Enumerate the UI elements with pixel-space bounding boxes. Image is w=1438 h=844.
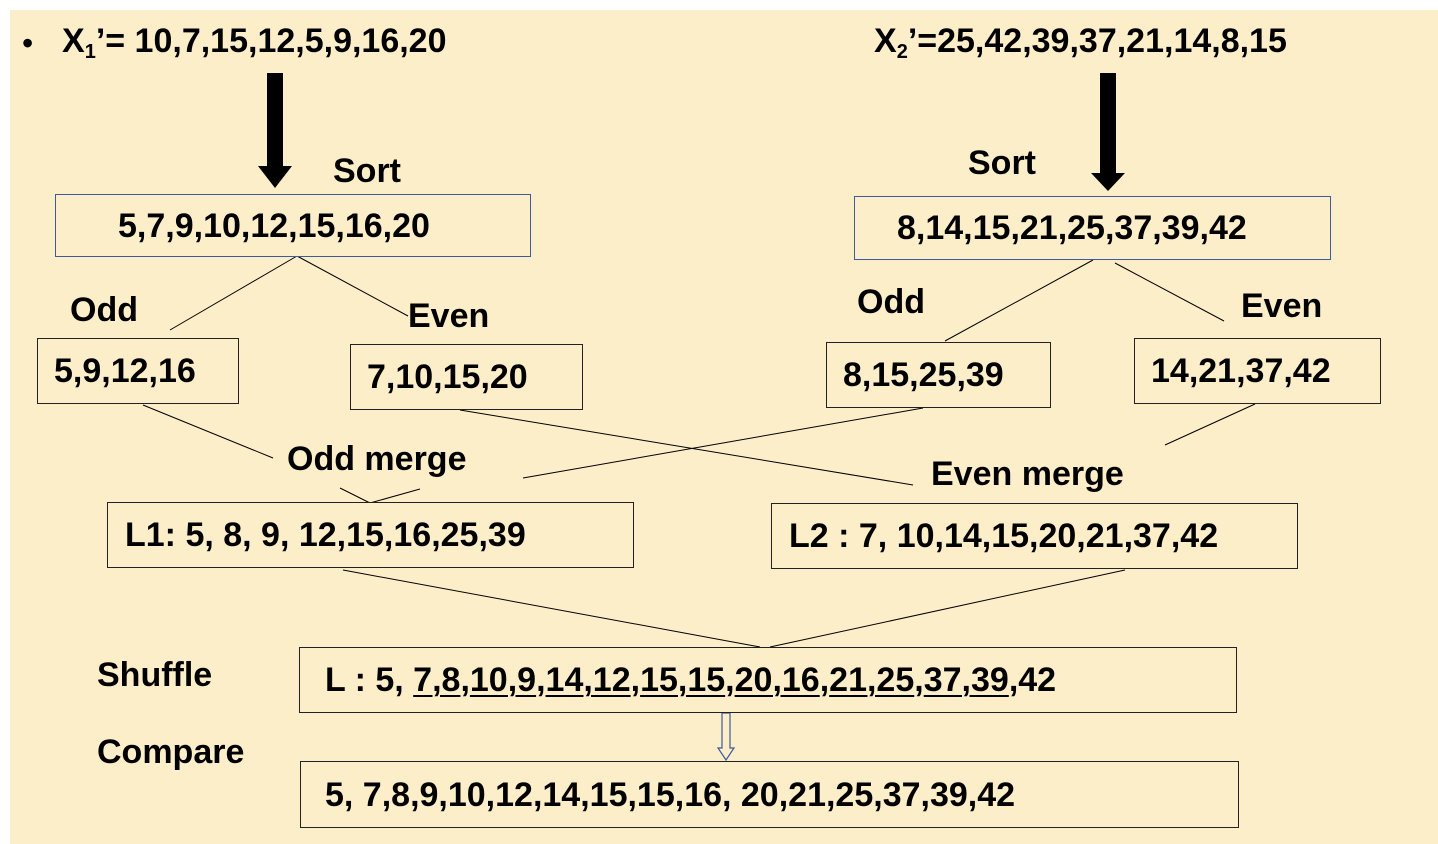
line-odd-merge-to-l1: [339, 487, 371, 504]
sorted-box-right: 8,14,15,21,25,37,39,42: [854, 196, 1331, 260]
line-l1-to-shuffle: [342, 569, 761, 648]
odd-label-right: Odd: [857, 283, 925, 321]
compare-label: Compare: [97, 733, 245, 771]
split-line-left-even: [296, 255, 409, 317]
sort-arrow-left: [258, 73, 292, 188]
shuffle-pair: 7,8: [413, 661, 461, 699]
sorted-box-left: 5,7,9,10,12,15,16,20: [55, 194, 531, 257]
shuffle-pair: 15,15: [640, 661, 726, 699]
even-box-left: 7,10,15,20: [350, 344, 583, 410]
l1-box: L1: 5, 8, 9, 12,15,16,25,39: [107, 502, 634, 568]
x2-sequence: X2’=25,42,39,37,21,14,8,15: [874, 22, 1287, 63]
l2-box: L2 : 7, 10,14,15,20,21,37,42: [771, 503, 1298, 569]
shuffle-pair: 14,12: [545, 661, 631, 699]
line-even-right-to-merge: [1164, 403, 1256, 446]
line-odd-right-to-merge: [522, 407, 924, 479]
split-line-right-odd: [944, 259, 1094, 342]
odd-merge-label: Odd merge: [287, 440, 467, 478]
final-box: 5, 7,8,9,10,12,14,15,15,16, 20,21,25,37,…: [300, 761, 1239, 828]
shuffle-box: L : 5, 7,8, 10,9, 14,12, 15,15, 20,16, 21,25,…: [299, 647, 1237, 713]
odd-box-right: 8,15,25,39: [826, 342, 1051, 408]
shuffle-pair: 10,9: [469, 661, 537, 699]
even-box-right: 14,21,37,42: [1134, 338, 1381, 404]
odd-label-left: Odd: [70, 291, 138, 329]
even-label-right: Even: [1241, 287, 1323, 325]
line-l1-up: [369, 488, 421, 504]
bullet: •: [22, 25, 34, 61]
shuffle-pair: 20,16: [734, 661, 820, 699]
line-odd-left-to-merge: [142, 404, 274, 459]
sort-label-left: Sort: [333, 152, 401, 190]
shuffle-suffix: ,42: [1008, 661, 1057, 699]
sort-label-right: Sort: [968, 144, 1036, 182]
odd-box-left: 5,9,12,16: [37, 338, 239, 404]
x1-sequence: X1’= 10,7,15,12,5,9,16,20: [62, 22, 447, 63]
shuffle-pair: 37,39: [923, 661, 1009, 699]
shuffle-pair: 21,25: [829, 661, 915, 699]
even-merge-label: Even merge: [931, 455, 1124, 493]
hollow-down-arrow: [716, 712, 736, 762]
split-line-left-odd: [169, 255, 298, 331]
line-even-left-to-merge: [459, 409, 914, 486]
shuffle-prefix: L : 5,: [325, 661, 414, 699]
shuffle-label: Shuffle: [97, 656, 213, 694]
line-l2-to-shuffle: [769, 569, 1126, 648]
sort-arrow-right: [1091, 73, 1125, 191]
even-label-left: Even: [408, 297, 490, 335]
split-line-right-even: [1114, 262, 1225, 322]
